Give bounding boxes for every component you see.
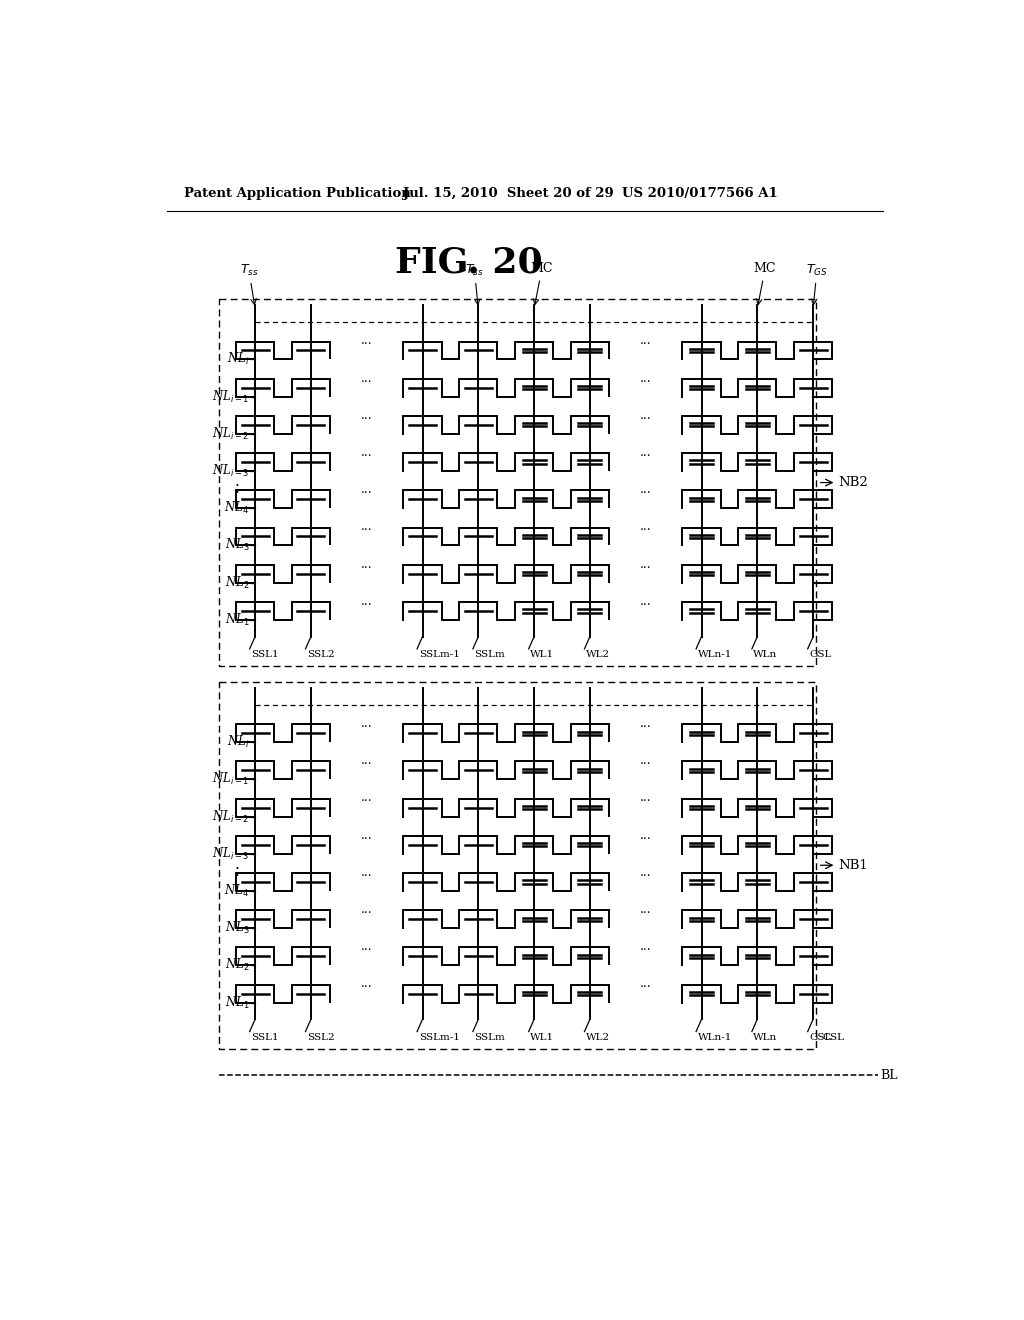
Text: ...: ...	[640, 977, 651, 990]
Text: NL$_{i-2}$: NL$_{i-2}$	[212, 808, 250, 825]
Text: MC: MC	[530, 263, 553, 305]
Text: US 2010/0177566 A1: US 2010/0177566 A1	[623, 187, 778, 201]
Text: NL$_1$: NL$_1$	[224, 994, 250, 1011]
Text: WL2: WL2	[586, 1034, 610, 1041]
Text: NB1: NB1	[838, 859, 867, 871]
Text: CSL: CSL	[822, 1034, 845, 1041]
Text: ...: ...	[360, 754, 373, 767]
Text: SSL1: SSL1	[251, 651, 279, 660]
Text: ...: ...	[360, 483, 373, 496]
Text: SSL2: SSL2	[307, 651, 335, 660]
Text: GSL: GSL	[809, 1034, 831, 1041]
Text: ...: ...	[640, 409, 651, 421]
Text: ...: ...	[360, 903, 373, 916]
Text: $T_{GS}$: $T_{GS}$	[806, 263, 827, 305]
Text: SSLm: SSLm	[474, 651, 505, 660]
Text: SSL1: SSL1	[251, 1034, 279, 1041]
Text: ...: ...	[360, 446, 373, 459]
Text: NL$_4$: NL$_4$	[224, 883, 250, 899]
Text: ...: ...	[360, 334, 373, 347]
Text: WLn-1: WLn-1	[697, 651, 732, 660]
Text: Patent Application Publication: Patent Application Publication	[183, 187, 411, 201]
Text: NB2: NB2	[838, 477, 867, 490]
Text: ...: ...	[640, 483, 651, 496]
Text: NL$_2$: NL$_2$	[225, 574, 250, 590]
Text: GSL: GSL	[809, 651, 831, 660]
Text: ...: ...	[640, 717, 651, 730]
Text: NL$_1$: NL$_1$	[224, 611, 250, 628]
Text: NL$_{i-3}$: NL$_{i-3}$	[212, 846, 250, 862]
Text: ·: ·	[234, 479, 239, 494]
Text: FIG. 20: FIG. 20	[395, 246, 543, 280]
Text: ...: ...	[360, 940, 373, 953]
Text: ...: ...	[360, 792, 373, 804]
Text: NL$_{i-1}$: NL$_{i-1}$	[212, 388, 250, 405]
Text: ...: ...	[640, 520, 651, 533]
Text: WL2: WL2	[586, 651, 610, 660]
Text: MC: MC	[754, 263, 776, 305]
Text: ...: ...	[360, 977, 373, 990]
Bar	[219, 682, 816, 1048]
Text: $T_{ss}$: $T_{ss}$	[465, 263, 483, 305]
Text: NL$_i$: NL$_i$	[227, 734, 250, 750]
Text: NL$_i$: NL$_i$	[227, 351, 250, 367]
Text: WL1: WL1	[530, 1034, 554, 1041]
Text: NL$_2$: NL$_2$	[225, 957, 250, 973]
Text: WLn-1: WLn-1	[697, 1034, 732, 1041]
Text: ...: ...	[640, 334, 651, 347]
Text: ...: ...	[360, 829, 373, 842]
Bar	[219, 300, 816, 665]
Text: ...: ...	[360, 409, 373, 421]
Text: ...: ...	[640, 557, 651, 570]
Text: ...: ...	[640, 754, 651, 767]
Text: NL$_3$: NL$_3$	[224, 537, 250, 553]
Text: SSLm-1: SSLm-1	[419, 651, 460, 660]
Text: ...: ...	[640, 903, 651, 916]
Text: $T_{ss}$: $T_{ss}$	[240, 263, 258, 305]
Text: WLn: WLn	[754, 651, 777, 660]
Text: ...: ...	[360, 866, 373, 879]
Text: NL$_{i-1}$: NL$_{i-1}$	[212, 771, 250, 787]
Text: WLn: WLn	[754, 1034, 777, 1041]
Text: ...: ...	[360, 557, 373, 570]
Text: ...: ...	[360, 520, 373, 533]
Text: ...: ...	[360, 371, 373, 384]
Text: ...: ...	[640, 446, 651, 459]
Text: NL$_{i-3}$: NL$_{i-3}$	[212, 463, 250, 479]
Text: ...: ...	[360, 595, 373, 607]
Text: ...: ...	[640, 792, 651, 804]
Text: WL1: WL1	[530, 651, 554, 660]
Text: ...: ...	[640, 595, 651, 607]
Text: ...: ...	[360, 717, 373, 730]
Text: NL$_{i-2}$: NL$_{i-2}$	[212, 426, 250, 442]
Text: NL$_3$: NL$_3$	[224, 920, 250, 936]
Text: ...: ...	[640, 940, 651, 953]
Text: ·: ·	[234, 486, 239, 502]
Text: SSL2: SSL2	[307, 1034, 335, 1041]
Text: SSLm-1: SSLm-1	[419, 1034, 460, 1041]
Text: ·: ·	[234, 869, 239, 883]
Text: ...: ...	[640, 866, 651, 879]
Text: ...: ...	[640, 371, 651, 384]
Text: SSLm: SSLm	[474, 1034, 505, 1041]
Text: ...: ...	[640, 829, 651, 842]
Text: BL: BL	[881, 1069, 898, 1082]
Text: ·: ·	[234, 862, 239, 876]
Text: Jul. 15, 2010  Sheet 20 of 29: Jul. 15, 2010 Sheet 20 of 29	[403, 187, 613, 201]
Text: NL$_4$: NL$_4$	[224, 500, 250, 516]
